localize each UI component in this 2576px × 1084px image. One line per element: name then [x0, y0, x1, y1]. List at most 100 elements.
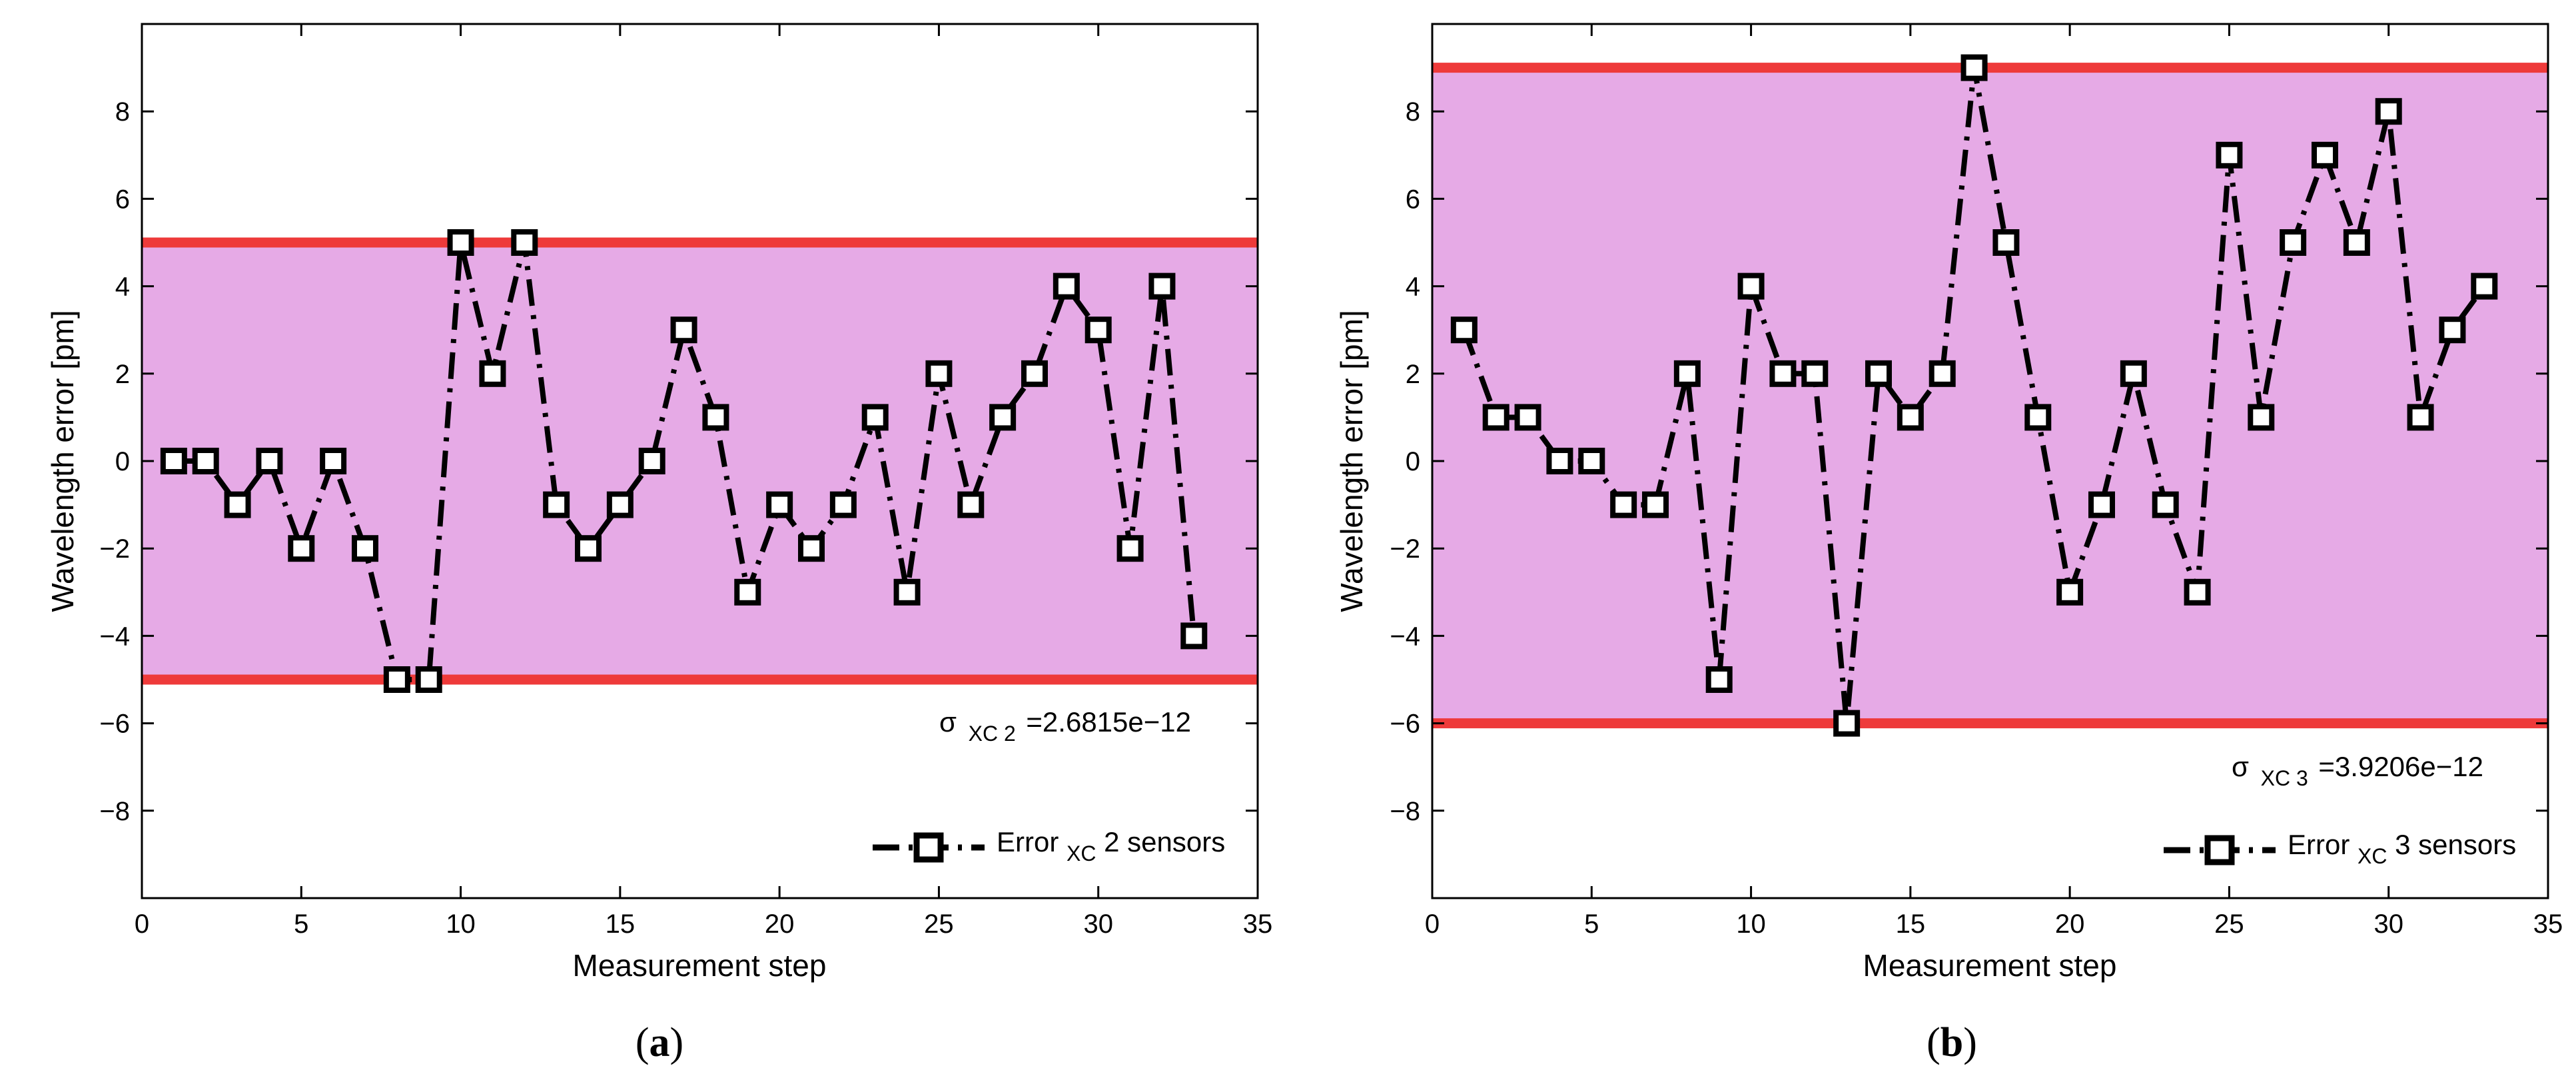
panel-a-data-point [1148, 272, 1176, 300]
panel-b-x-tick-label: 30 [2373, 909, 2403, 939]
panel-b-data-point [2407, 404, 2434, 431]
panel-a-y-tick-label: 8 [115, 97, 130, 127]
panel-a-data-point [160, 448, 187, 474]
panel-a-data-point [1053, 272, 1080, 300]
panel-a-y-axis-label: Wavelength error [pm] [45, 310, 80, 612]
panel-a-x-tick-label: 5 [294, 909, 308, 939]
panel-b-x-tick-label: 0 [1425, 909, 1440, 939]
panel-a-legend-marker [913, 832, 944, 863]
panel-b-data-point [2312, 141, 2338, 169]
panel-b-y-tick-label: 6 [1406, 185, 1420, 214]
panel-b-data-point [1673, 360, 1701, 387]
panel-a-y-tick-label: −2 [99, 534, 130, 564]
panel-b-data-point [1865, 360, 1892, 387]
panel-a-legend: Error XC 2 sensors [873, 826, 1225, 867]
panel-a-x-tick-label: 20 [765, 909, 795, 939]
panel-b-data-point [2343, 229, 2370, 256]
panel-a-data-point [352, 535, 378, 562]
panel-b-data-point [2471, 272, 2498, 300]
panel-a-sigma-subscript: XC 2 [969, 722, 1016, 746]
panel-b-x-tick-label: 5 [1584, 909, 1599, 939]
panel-a-data-point [288, 535, 315, 562]
panel-b-data-point [1705, 666, 1733, 693]
panel-a-data-point [256, 448, 283, 474]
panel-b-legend-label: Error XC 3 sensors [2288, 829, 2516, 869]
panel-b-sigma-symbol: σ [2232, 751, 2249, 782]
panel-b-band-fill [1432, 67, 2548, 724]
panel-a-x-tick-label: 30 [1083, 909, 1113, 939]
panel-a-x-axis-label: Measurement step [573, 948, 827, 983]
panel-b-x-tick-label: 15 [1896, 909, 1926, 939]
panel-b-plot-frame [1431, 23, 2549, 899]
panel-a-x-tick-label: 0 [135, 909, 149, 939]
panel-b-data-point [1737, 272, 1765, 300]
panel-b-band [1432, 63, 2548, 729]
panel-a-data-point [861, 404, 889, 431]
panel-b-data-point [1992, 229, 2020, 256]
panel-b-data-point [2184, 578, 2211, 606]
panel-a-data-point [702, 404, 729, 431]
panel-b-y-axis-label: Wavelength error [pm] [1334, 310, 1369, 612]
panel-a-x-tick-label: 25 [924, 909, 954, 939]
panel-b-data-point [2216, 141, 2243, 169]
panel-a-y-tick-label: 0 [115, 447, 130, 476]
panel-a-data-point [606, 491, 634, 518]
panel-b-caption-letter: b [1940, 1020, 1963, 1065]
panel-b-data-point [1960, 54, 1988, 81]
panel-b-y-tick-label: −2 [1390, 534, 1420, 564]
panel-b-data-point [2024, 404, 2052, 431]
panel-b-y-tick-label: 8 [1406, 97, 1420, 127]
panel-b-data-point [2120, 360, 2147, 387]
panel-a-sigma-value: =2.6815e−12 [1026, 706, 1191, 738]
panel-b-data-point [1929, 360, 1956, 387]
panel-b-legend: Error XC 3 sensors [2164, 829, 2516, 869]
panel-a-x-tick-label: 15 [606, 909, 636, 939]
panel-b-caption-close: ) [1963, 1020, 1977, 1065]
panel-a-data-point [192, 448, 219, 474]
panel-b-y-tick-label: 2 [1406, 360, 1420, 389]
panel-a: 0 5 10 15 20 25 30 35 −8 −6 −4 −2 0 2 4 6 8 Measurement … [45, 23, 1273, 1065]
panel-a-legend-name: Error [997, 826, 1059, 857]
panel-a-data-point [1180, 622, 1208, 650]
panel-a-legend-suffix: 2 sensors [1104, 826, 1225, 857]
panel-b-y-tick-label: −6 [1390, 710, 1420, 739]
panel-b-sigma-value: =3.9206e−12 [2318, 751, 2483, 782]
panel-b-series [1450, 54, 2498, 737]
panel-a-y-tick-label: 4 [115, 272, 130, 302]
panel-a-caption: (a) [636, 1020, 683, 1065]
panel-b-data-point [1546, 448, 1573, 474]
panel-a-data-point [638, 448, 665, 474]
panel-b-data-point [1769, 360, 1797, 387]
panel-a-legend-subscript: XC [1067, 841, 1096, 865]
panel-a-data-point [383, 666, 410, 693]
panel-b-data-point [1578, 448, 1605, 474]
panel-b-y-tick-label: 0 [1406, 447, 1420, 476]
panel-a-data-point [957, 491, 985, 518]
panel-b-data-point [1801, 360, 1829, 387]
panel-b-data-point [1897, 404, 1924, 431]
panel-a-data-point [320, 448, 347, 474]
panel-a-data-point [1021, 360, 1048, 387]
panel-b-x-tick-label: 35 [2533, 909, 2563, 939]
panel-a-y-tick-label: 6 [115, 185, 130, 214]
panel-b-legend-name: Error [2288, 829, 2350, 860]
panel-a-data-point [1116, 535, 1144, 562]
panel-a-legend-label: Error XC 2 sensors [997, 826, 1225, 867]
panel-b-data-point [2088, 491, 2115, 518]
panel-b-data-point [1833, 710, 1861, 737]
panel-a-y-tick-label: 2 [115, 360, 130, 389]
panel-b-legend-marker [2204, 835, 2235, 865]
panel-b-data-point [2056, 578, 2084, 606]
panel-a-data-point [766, 491, 793, 518]
panel-a-y-tick-label: −6 [99, 710, 130, 739]
panel-a-data-point [224, 491, 251, 518]
panel-b-sigma-annotation: σ XC 3 =3.9206e−12 [2232, 751, 2483, 792]
panel-a-x-tick-label: 35 [1243, 909, 1273, 939]
panel-b-x-tick-label: 10 [1736, 909, 1766, 939]
panel-b-caption: (b) [1927, 1020, 1977, 1065]
panel-b-y-tick-label: −4 [1390, 622, 1420, 651]
panel-a-band-fill [142, 243, 1258, 680]
panel-b-x-axis-label: Measurement step [1863, 948, 2117, 983]
panel-a-data-point [543, 491, 570, 518]
